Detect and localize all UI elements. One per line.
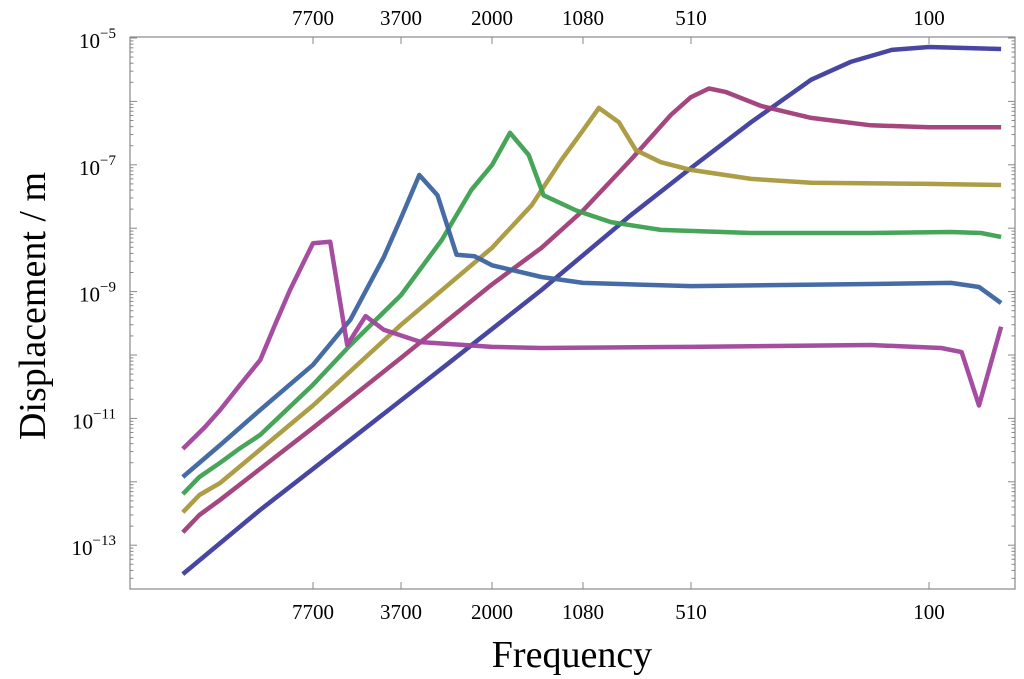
x-axis-title: Frequency xyxy=(492,634,652,676)
y-tick-base: 10 xyxy=(79,29,100,53)
plot-frame xyxy=(129,36,1016,590)
series-group xyxy=(181,44,1004,576)
x-tick-label-bottom: 510 xyxy=(675,600,707,624)
y-tick-label: 10−9 xyxy=(79,280,116,307)
x-tick-label-bottom: 1080 xyxy=(562,600,604,624)
axis-ticks xyxy=(130,37,1015,589)
y-tick-label: 10−11 xyxy=(72,406,116,433)
series-line-2 xyxy=(181,86,1002,534)
x-tick-label-bottom: 7700 xyxy=(292,600,334,624)
y-axis-title: Displacement / m xyxy=(12,172,54,440)
y-tick-base: 10 xyxy=(72,409,93,433)
x-tick-label-bottom: 2000 xyxy=(471,600,513,624)
x-tick-label-top: 3700 xyxy=(380,6,422,30)
x-tick-label-bottom: 3700 xyxy=(380,600,422,624)
y-tick-base: 10 xyxy=(79,283,100,307)
y-tick-label: 10−13 xyxy=(72,533,116,560)
x-tick-label-top: 510 xyxy=(675,6,707,30)
y-tick-exponent: −7 xyxy=(100,153,116,169)
x-tick-label-top: 100 xyxy=(913,6,945,30)
y-tick-label: 10−5 xyxy=(79,26,116,53)
x-tick-label-top: 1080 xyxy=(562,6,604,30)
tick-labels: 7700 7700 3700 3700 2000 2000 1080 1080 510 510 10… xyxy=(72,6,945,624)
series-line-5 xyxy=(181,172,1003,479)
y-tick-exponent: −5 xyxy=(100,26,116,42)
series-line-3 xyxy=(181,105,1002,514)
y-tick-exponent: −9 xyxy=(100,280,116,296)
x-tick-label-bottom: 100 xyxy=(913,600,945,624)
series-line-4 xyxy=(181,130,1002,496)
y-tick-exponent: −11 xyxy=(93,406,116,422)
x-tick-label-top: 2000 xyxy=(471,6,513,30)
series-line-6 xyxy=(181,239,1004,451)
y-tick-label: 10−7 xyxy=(79,153,116,180)
x-tick-label-top: 7700 xyxy=(292,6,334,30)
y-tick-base: 10 xyxy=(79,156,100,180)
y-tick-exponent: −13 xyxy=(93,533,116,549)
y-tick-base: 10 xyxy=(72,536,93,560)
